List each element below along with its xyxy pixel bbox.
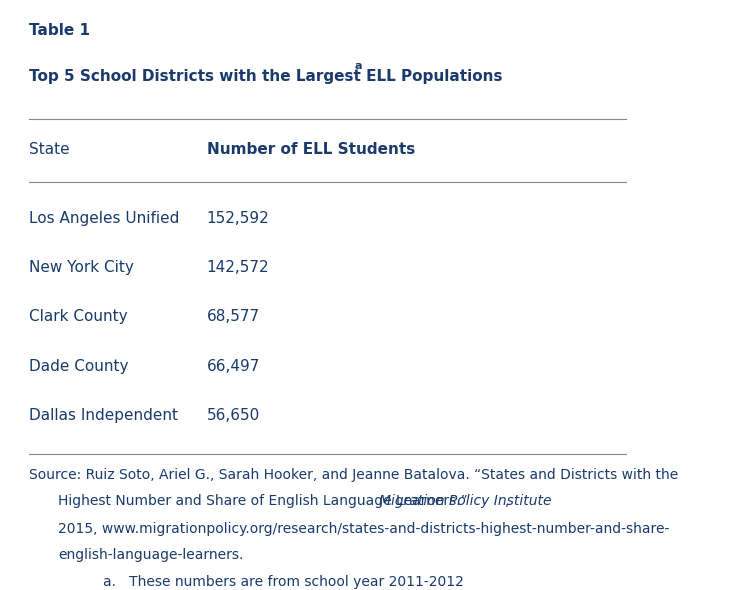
Text: english-language-learners.: english-language-learners.	[58, 548, 243, 562]
Text: a.   These numbers are from school year 2011-2012: a. These numbers are from school year 20…	[103, 575, 464, 589]
Text: Number of ELL Students: Number of ELL Students	[207, 142, 414, 157]
Text: State: State	[29, 142, 70, 157]
Text: Top 5 School Districts with the Largest ELL Populations: Top 5 School Districts with the Largest …	[29, 70, 502, 84]
Text: New York City: New York City	[29, 260, 134, 275]
Text: 2015, www.migrationpolicy.org/research/states-and-districts-highest-number-and-s: 2015, www.migrationpolicy.org/research/s…	[58, 522, 670, 536]
Text: 68,577: 68,577	[207, 309, 260, 325]
Text: 152,592: 152,592	[207, 211, 269, 226]
Text: Los Angeles Unified: Los Angeles Unified	[29, 211, 179, 226]
Text: Dade County: Dade County	[29, 359, 129, 373]
Text: Table 1: Table 1	[29, 23, 90, 38]
Text: Source: Ruiz Soto, Ariel G., Sarah Hooker, and Jeanne Batalova. “States and Dist: Source: Ruiz Soto, Ariel G., Sarah Hooke…	[29, 468, 679, 483]
Text: a: a	[355, 61, 362, 71]
Text: 56,650: 56,650	[207, 408, 260, 422]
Text: ,: ,	[505, 494, 510, 509]
Text: Dallas Independent: Dallas Independent	[29, 408, 178, 422]
Text: Highest Number and Share of English Language Learners.”: Highest Number and Share of English Lang…	[58, 494, 472, 509]
Text: Migration Policy Institute: Migration Policy Institute	[379, 494, 552, 509]
Text: 142,572: 142,572	[207, 260, 269, 275]
Text: Clark County: Clark County	[29, 309, 128, 325]
Text: 66,497: 66,497	[207, 359, 260, 373]
